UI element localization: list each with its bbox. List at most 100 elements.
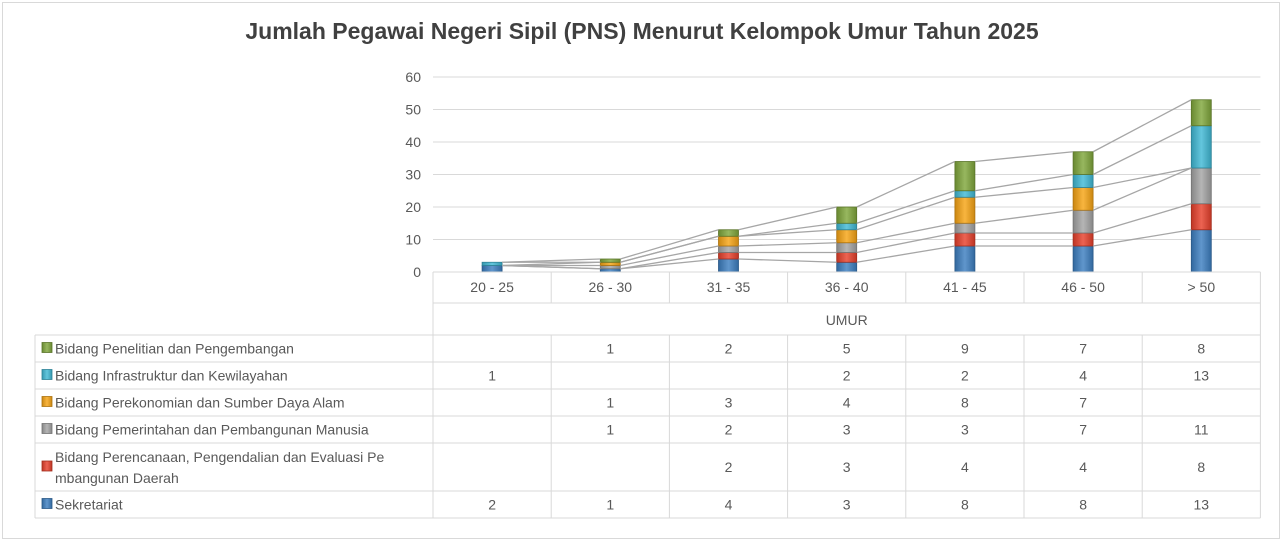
series-line [620, 258, 719, 270]
data-table-value: 8 [1197, 341, 1205, 357]
series-line [856, 196, 956, 231]
legend-key [41, 396, 53, 407]
legend-key [41, 498, 53, 509]
bar-segment [1190, 229, 1212, 273]
bar-segment [836, 252, 858, 263]
data-table-value: 11 [1194, 422, 1209, 438]
x-tick-label: 26 - 30 [589, 279, 633, 295]
legend-key [41, 342, 53, 353]
bar-segment [954, 161, 976, 192]
bar-segment [481, 265, 503, 273]
data-table-value: 7 [1079, 395, 1087, 411]
series-line [620, 229, 719, 260]
x-tick-label: 36 - 40 [825, 279, 869, 295]
legend-label: Bidang Pemerintahan dan Pembangunan Manu… [55, 422, 369, 438]
legend-key [41, 460, 53, 472]
data-table-value: 2 [961, 368, 969, 384]
data-table-value: 1 [606, 497, 614, 513]
data-table-value: 2 [488, 497, 496, 513]
series-line [1092, 167, 1192, 211]
data-table-value: 8 [1079, 497, 1087, 513]
series-line [1092, 99, 1192, 153]
data-table-value: 2 [725, 459, 733, 475]
bar-segment [481, 261, 503, 266]
y-tick-label: 60 [405, 69, 421, 85]
series-line [856, 160, 956, 208]
series-line [974, 186, 1074, 198]
bar-segment [599, 261, 621, 266]
bar-segment [954, 196, 976, 224]
bar-segment [1072, 174, 1094, 188]
series-line [974, 209, 1074, 224]
data-table-value: 3 [843, 497, 851, 513]
data-table-value: 8 [961, 395, 969, 411]
bar-segment [1072, 232, 1094, 247]
series-line [856, 245, 956, 263]
data-table-value: 9 [961, 341, 969, 357]
bar-segment [718, 245, 739, 253]
legend-key [41, 369, 53, 380]
bar-segment [836, 261, 858, 273]
data-table-value: 8 [961, 497, 969, 513]
data-table-value: 1 [606, 395, 614, 411]
data-table-value: 13 [1194, 497, 1210, 513]
series-line [738, 229, 837, 237]
legend-label: mbangunan Daerah [55, 470, 179, 486]
data-table-value: 3 [843, 422, 851, 438]
data-table-value: 7 [1079, 422, 1087, 438]
data-table-value: 4 [843, 395, 851, 411]
bar-segment [954, 190, 976, 198]
bar-segment [954, 222, 976, 234]
series-line [738, 222, 837, 237]
bar-segment [836, 229, 858, 244]
legend-label: Bidang Infrastruktur dan Kewilayahan [55, 368, 288, 384]
data-table-value: 3 [843, 459, 851, 475]
data-table-value: 2 [725, 341, 733, 357]
series-line [738, 242, 837, 247]
series-line [620, 251, 719, 270]
data-table-value: 2 [843, 368, 851, 384]
bar-segment [718, 252, 739, 260]
bar-segment [1072, 245, 1094, 273]
data-table-value: 5 [843, 341, 851, 357]
data-table-value: 4 [1079, 368, 1087, 384]
series-line [856, 222, 956, 244]
bar-segment [954, 245, 976, 273]
series-line [738, 258, 837, 263]
bar-segment [1190, 167, 1212, 205]
legend-label: Bidang Penelitian dan Pengembangan [55, 341, 294, 357]
y-tick-label: 30 [405, 167, 421, 183]
data-table-value: 3 [961, 422, 969, 438]
data-table-value: 1 [606, 341, 614, 357]
bar-segment [954, 232, 976, 247]
legend-label: Bidang Perekonomian dan Sumber Daya Alam [55, 395, 345, 411]
series-line [856, 190, 956, 224]
series-line [738, 206, 837, 231]
y-tick-label: 20 [405, 199, 421, 215]
data-table-value: 3 [725, 395, 733, 411]
y-tick-label: 0 [413, 264, 421, 280]
bar-segment [836, 206, 858, 224]
data-table-value: 13 [1194, 368, 1210, 384]
bar-segment [599, 265, 621, 270]
y-tick-label: 10 [405, 232, 421, 248]
bar-segment [1072, 187, 1094, 211]
bar-segment [718, 229, 739, 237]
series-line [856, 232, 956, 254]
series-line [1092, 167, 1192, 189]
x-tick-label: 20 - 25 [470, 279, 514, 295]
series-line [1092, 203, 1192, 234]
bar-segment [718, 258, 739, 273]
bar-segment [599, 258, 621, 263]
bar-segment [1190, 203, 1212, 231]
data-table-value: 4 [961, 459, 969, 475]
bar-segment [836, 222, 858, 231]
x-tick-label: > 50 [1187, 279, 1215, 295]
y-tick-label: 50 [405, 102, 421, 118]
series-line [974, 151, 1074, 163]
data-table-value: 1 [488, 368, 496, 384]
bar-segment [1190, 125, 1212, 169]
series-line [974, 173, 1074, 192]
